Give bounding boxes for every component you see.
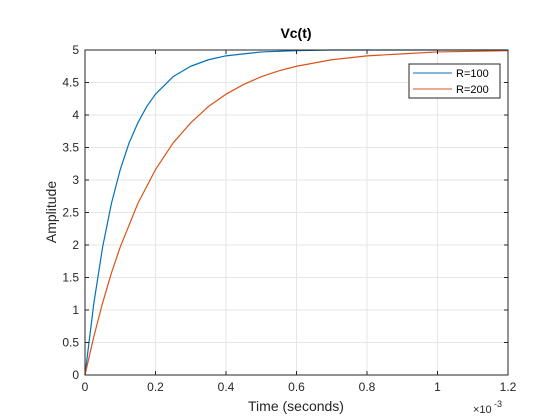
series-line-r200: [84, 50, 509, 376]
x-tick-label: 0: [82, 380, 89, 394]
x-axis-exponent-power: -3: [494, 399, 502, 409]
legend: R=100 R=200: [408, 63, 501, 99]
x-tick-label: 1: [434, 380, 441, 394]
y-tick-label: 1.5: [62, 271, 79, 285]
y-tick-label: 2.5: [62, 206, 79, 220]
tick-marks: [84, 49, 509, 376]
y-axis-label: Amplitude: [43, 181, 59, 243]
y-tick-label: 1: [72, 303, 79, 317]
x-tick-label: 0.2: [147, 380, 164, 394]
legend-label-r100: R=100: [456, 68, 489, 80]
y-tick-label: 3: [72, 173, 79, 187]
x-axis-exponent-base: ×10: [473, 404, 492, 416]
y-tick-label: 4.5: [62, 76, 79, 90]
x-tick-label: 0.8: [359, 380, 376, 394]
y-tick-labels: 0 0.5 1 1.5 2 2.5 3 3.5 4 4.5 5: [62, 43, 79, 382]
x-tick-label: 1.2: [500, 380, 517, 394]
y-tick-label: 0.5: [62, 336, 79, 350]
y-tick-label: 2: [72, 238, 79, 252]
x-tick-label: 0.4: [218, 380, 235, 394]
x-tick-label: 0.6: [288, 380, 305, 394]
y-tick-label: 5: [72, 43, 79, 57]
x-axis-label: Time (seconds): [248, 398, 344, 414]
y-tick-label: 0: [72, 368, 79, 382]
y-tick-label: 3.5: [62, 141, 79, 155]
x-axis-exponent: ×10 -3: [473, 399, 502, 416]
chart-title: Vc(t): [280, 25, 311, 41]
x-tick-labels: 0 0.2 0.4 0.6 0.8 1 1.2: [82, 380, 517, 394]
legend-label-r200: R=200: [456, 84, 489, 96]
legend-box: [408, 63, 501, 99]
y-tick-label: 4: [72, 108, 79, 122]
